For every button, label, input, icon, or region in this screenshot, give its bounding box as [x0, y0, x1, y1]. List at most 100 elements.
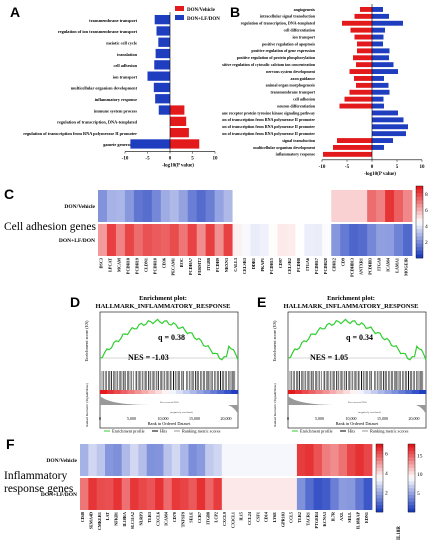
colorbar-segment: [408, 501, 415, 506]
category-label: immune system process: [94, 108, 137, 113]
colorbar-segment: [376, 447, 383, 452]
heatmap-cell: [313, 190, 323, 222]
heatmap-cell: [268, 224, 278, 256]
colorbar-tick-label: 6: [425, 208, 428, 214]
category-label: ion transport: [292, 34, 315, 39]
heatmap-cell: [330, 444, 340, 476]
heatmap-cell: [180, 478, 189, 510]
category-label: positive regulation of apoptosis: [262, 41, 315, 46]
heatmap-cell: [80, 478, 89, 510]
ranking-gradient: [203, 390, 211, 394]
colorbar-segment: [376, 467, 383, 472]
heatmap-cell: [146, 478, 156, 510]
plot-header: Enrichment plot:: [327, 295, 375, 302]
column-label: ICAM4: [386, 257, 391, 272]
column-label: CALL3: [233, 258, 238, 272]
heatmap-cell: [313, 224, 323, 256]
bar: [372, 27, 385, 33]
heatmap-cell: [151, 190, 162, 222]
ranking-gradient: [231, 390, 239, 394]
colorbar-segment: [408, 444, 415, 448]
column-label: CD9: [341, 258, 346, 266]
bar: [339, 103, 372, 109]
bar: [153, 82, 170, 93]
ranking-gradient: [148, 390, 156, 394]
colorbar-segment: [408, 505, 415, 509]
heatmap-cell: [230, 444, 239, 476]
heatmap-cell: [106, 190, 117, 222]
bar: [357, 48, 372, 54]
heatmap-cell: [358, 190, 368, 222]
colorbar-segment: [408, 488, 415, 492]
bar: [372, 34, 384, 40]
heatmap-cell: [138, 444, 148, 476]
bar: [350, 27, 372, 33]
x-tick-label: 10: [213, 157, 219, 162]
heatmap-cell: [113, 444, 123, 476]
heatmap-cell: [246, 444, 256, 476]
column-label: LAT: [105, 512, 110, 521]
heatmap-f: DON/Vehicle DON+LF/DON CD48 SEMA4D CMKLR1 LAT…: [41, 443, 423, 540]
heatmap-cell: [130, 478, 139, 510]
x-axis-label: -log10(P value): [364, 172, 396, 177]
bar: [372, 55, 389, 61]
ranking-gradient: [294, 390, 303, 394]
heatmap-cell: [171, 478, 181, 510]
heatmap-cell: [305, 444, 314, 476]
ranking-gradient: [106, 390, 115, 394]
heatmap-cell: [130, 444, 139, 476]
heatmap-cell: [355, 444, 365, 476]
colorbar-segment: [416, 225, 423, 230]
ranking-gradient: [336, 390, 344, 394]
colorbar-segment: [376, 488, 383, 492]
metric-axis-label: Ranked list metric (Signal2Noise): [85, 383, 89, 426]
bar: [372, 124, 408, 130]
column-label: PCDHB13: [350, 258, 355, 277]
column-label: DSC3: [98, 258, 103, 268]
x-tick-label: 5: [396, 165, 399, 170]
x-tick-label: -5: [145, 157, 150, 162]
gsea-plot-e: Enrichment plot:HALLMARK_INFLAMMATORY_RE…: [272, 295, 427, 434]
heatmap-cell: [259, 224, 269, 256]
colorbar-segment: [416, 243, 423, 248]
ranking-gradient: [169, 390, 177, 394]
category-label: multicellular organism development: [71, 86, 138, 91]
colorbar-segment: [416, 189, 423, 194]
colorbar-segment: [416, 214, 423, 219]
legend-label: Hits: [348, 429, 355, 434]
colorbar-segment: [408, 474, 415, 479]
ranking-gradient: [412, 390, 420, 394]
colorbar-segment: [416, 240, 423, 244]
enrichment-profile: [287, 318, 427, 361]
column-label: LY6E: [272, 512, 277, 523]
metric-note: Zero cross at 9358: [348, 401, 367, 404]
bar: [353, 55, 372, 61]
ranking-gradient: [308, 390, 316, 394]
heatmap-cell: [214, 224, 224, 256]
column-label: CD36: [161, 258, 166, 268]
column-label: LAMA1: [395, 258, 400, 273]
y-axis-label: Enrichment score (ES): [272, 320, 277, 361]
heatmap-cell: [142, 224, 153, 256]
column-label: PCDH18: [125, 258, 130, 274]
bar: [357, 41, 372, 47]
heatmap-cell: [121, 478, 131, 510]
colorbar-segment: [416, 250, 423, 255]
column-label: IL18RAP: [355, 512, 360, 530]
legend-label: Hits: [160, 429, 167, 434]
colorbar-segment: [416, 207, 423, 212]
heatmap-cell: [196, 224, 207, 256]
column-label: CCL5: [289, 512, 294, 523]
colorbar-segment: [416, 222, 423, 226]
heatmap-cell: [238, 444, 248, 476]
column-label: SELE: [189, 512, 194, 523]
heatmap-cell: [367, 224, 377, 256]
column-label: BOC: [179, 258, 184, 267]
heatmap-cell: [296, 444, 306, 476]
column-label: CDH12: [332, 258, 337, 272]
plot-frame: [99, 311, 239, 429]
plot-frame: [287, 311, 427, 429]
ranking-gradient: [189, 390, 197, 394]
colorbar-segment: [408, 478, 415, 482]
x-tick-label: -5: [345, 165, 350, 170]
